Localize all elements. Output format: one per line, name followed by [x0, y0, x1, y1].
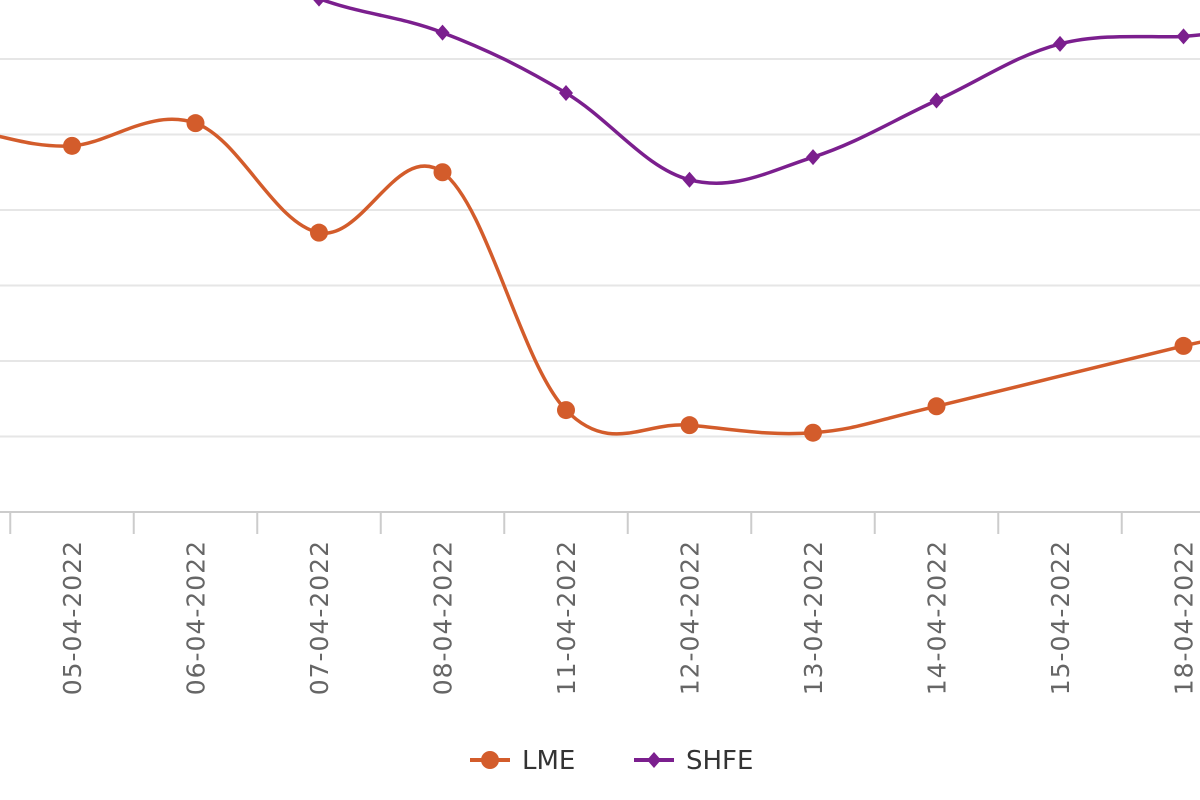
data-point-lme[interactable] [63, 136, 81, 155]
data-point-lme[interactable] [186, 114, 205, 133]
x-tick-label: 08-04-2022 [429, 540, 458, 695]
data-point-shfe[interactable] [435, 24, 450, 41]
data-point-shfe[interactable] [929, 92, 944, 109]
legend-item-shfe[interactable]: SHFE [634, 746, 753, 776]
series-layer [0, 0, 1200, 442]
data-point-shfe[interactable] [1176, 28, 1191, 45]
x-tick-label: 18-04-2022 [1170, 540, 1199, 695]
legend-item-lme[interactable]: LME [470, 746, 575, 776]
gridlines [0, 58, 1200, 438]
data-point-lme[interactable] [927, 397, 946, 416]
data-point-lme[interactable] [1174, 336, 1193, 355]
x-tick-label: 07-04-2022 [305, 540, 334, 695]
x-tick-label: 12-04-2022 [676, 540, 705, 695]
x-tick-label: 13-04-2022 [799, 540, 828, 695]
data-point-lme[interactable] [557, 401, 575, 420]
data-point-shfe[interactable] [1053, 35, 1067, 52]
data-point-lme[interactable] [433, 163, 452, 182]
x-tick-label: 06-04-2022 [182, 540, 211, 695]
legend-label: LME [522, 746, 575, 776]
x-axis-labels: 05-04-2022 06-04-2022 07-04-2022 08-04-2022… [58, 540, 1199, 695]
data-point-shfe[interactable] [559, 84, 573, 101]
legend[interactable]: LME SHFE [470, 746, 753, 776]
series-lme [0, 114, 1200, 442]
series-shfe [312, 0, 1200, 188]
series-line-shfe [317, 0, 1200, 185]
legend-symbol [647, 752, 661, 768]
data-point-shfe[interactable] [312, 0, 326, 7]
data-point-lme[interactable] [310, 223, 328, 242]
x-tick-label: 15-04-2022 [1046, 540, 1075, 695]
x-axis-ticks [9, 512, 1123, 534]
data-point-lme[interactable] [804, 423, 822, 442]
data-point-shfe[interactable] [806, 149, 820, 166]
x-tick-label: 14-04-2022 [923, 540, 952, 695]
legend-label: SHFE [686, 746, 753, 776]
data-point-lme[interactable] [680, 416, 699, 435]
x-tick-label: 11-04-2022 [552, 540, 581, 695]
series-line-lme [0, 117, 1200, 436]
x-tick-label: 05-04-2022 [58, 540, 87, 695]
legend-symbol [481, 751, 499, 769]
data-point-shfe[interactable] [682, 171, 697, 188]
